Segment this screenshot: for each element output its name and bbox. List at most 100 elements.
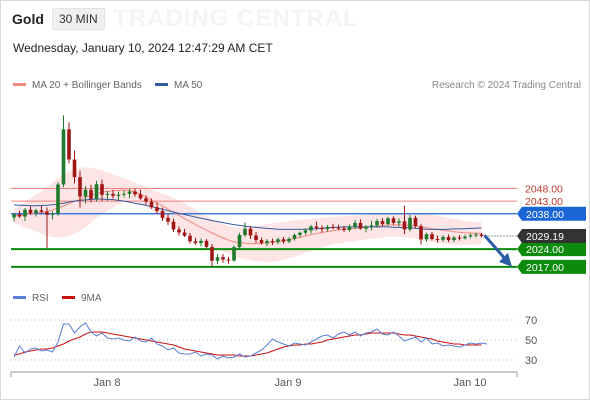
- timestamp: Wednesday, January 10, 2024 12:47:29 AM …: [13, 41, 273, 55]
- candle-body: [413, 217, 418, 227]
- forecast-arrow-head-icon: [499, 252, 512, 267]
- candle-body: [331, 226, 335, 228]
- candle-body: [199, 240, 203, 244]
- candle-body: [72, 159, 77, 178]
- candle-body: [336, 227, 341, 229]
- candle-body: [177, 229, 181, 233]
- symbol-title: Gold: [12, 11, 44, 27]
- last-price-label: 2029.19: [526, 231, 564, 243]
- candle-body: [364, 226, 368, 229]
- candle-body: [193, 241, 198, 244]
- level-tag-2017.00: [517, 259, 586, 274]
- candle-body: [105, 193, 110, 195]
- header-bar: Gold 30 MIN TRADING CENTRAL: [1, 1, 589, 35]
- rsi-9ma-line: [13, 331, 482, 357]
- legend-ma50-label: MA 50: [174, 80, 203, 91]
- candle-body: [424, 234, 429, 240]
- candle-body: [380, 221, 385, 225]
- forecast-arrow-shaft: [483, 234, 508, 261]
- candle-body: [435, 239, 440, 241]
- watermark-logo: TRADING CENTRAL: [113, 5, 359, 32]
- candle-body: [28, 209, 33, 214]
- timeframe-badge[interactable]: 30 MIN: [52, 8, 105, 30]
- candle-body: [479, 234, 484, 237]
- legend-ma20-label: MA 20 + Bollinger Bands: [32, 80, 142, 91]
- candle-body: [457, 237, 462, 239]
- level-label-2024.00: 2024.00: [526, 244, 564, 256]
- candle-body: [353, 222, 357, 227]
- candle-body: [254, 235, 258, 241]
- candle-body: [397, 221, 401, 223]
- candle-body: [12, 214, 16, 218]
- candle-body: [210, 246, 214, 261]
- candle-body: [23, 209, 27, 217]
- last-price-tag: [517, 229, 586, 244]
- candle-body: [474, 234, 478, 236]
- candle-body: [83, 189, 88, 197]
- legend-9ma: 9MA: [62, 293, 102, 304]
- candle-body: [375, 221, 379, 226]
- candle-body: [160, 210, 165, 218]
- candle-body: [39, 210, 44, 212]
- legend-ma20: MA 20 + Bollinger Bands: [13, 80, 142, 91]
- candle-body: [221, 257, 225, 260]
- candle-body: [89, 189, 93, 199]
- level-tag-2024.00: [517, 242, 586, 257]
- level-label-2017.00: 2017.00: [526, 262, 564, 274]
- candle-body: [358, 222, 363, 229]
- candle-body: [287, 238, 291, 242]
- candle-body: [452, 237, 456, 241]
- candle-body: [303, 230, 308, 233]
- candle-body: [320, 227, 324, 230]
- candle-body: [248, 228, 253, 236]
- legend-ma50: MA 50: [155, 80, 202, 91]
- candle-body: [215, 257, 220, 261]
- candle-body: [298, 232, 302, 235]
- candle-body: [325, 226, 330, 230]
- ma50-swatch-icon: [155, 82, 168, 86]
- candle-body: [463, 236, 467, 239]
- candle-body: [149, 201, 154, 208]
- rsi-tick-50: 50: [525, 335, 537, 347]
- candle-body: [166, 217, 170, 222]
- candle-body: [232, 247, 236, 261]
- candle-body: [155, 207, 159, 211]
- rsi-swatch-icon: [13, 295, 26, 299]
- candle-body: [127, 191, 132, 194]
- candle-body: [342, 228, 346, 230]
- candle-body: [402, 221, 407, 230]
- level-label-2043.00: 2043.00: [525, 196, 563, 208]
- candle-body: [419, 226, 423, 240]
- candle-body: [116, 194, 121, 196]
- candles-group: [12, 115, 484, 267]
- candle-body: [446, 237, 451, 241]
- candle-body: [144, 198, 148, 202]
- candle-body: [281, 239, 286, 242]
- candle-body: [408, 217, 412, 230]
- bollinger-band-area: [14, 167, 482, 262]
- candle-body: [270, 241, 275, 243]
- candle-body: [50, 213, 55, 215]
- candle-body: [292, 234, 297, 239]
- level-label-2048.00: 2048.00: [525, 184, 563, 196]
- candle-body: [391, 218, 396, 223]
- candle-body: [61, 129, 66, 185]
- ma9-swatch-icon: [62, 295, 75, 299]
- candle-body: [111, 193, 115, 196]
- legend-rsi-label: RSI: [32, 293, 49, 304]
- candle-body: [56, 184, 60, 214]
- level-label-2038.00: 2038.00: [526, 209, 564, 221]
- candle-body: [94, 184, 99, 199]
- candle-body: [369, 225, 374, 227]
- x-tick-label: Jan 8: [94, 377, 121, 389]
- candle-body: [259, 240, 264, 244]
- rsi-line: [13, 322, 488, 360]
- candle-body: [204, 240, 209, 247]
- candle-body: [138, 194, 143, 199]
- candle-body: [100, 184, 104, 195]
- candle-body: [122, 193, 126, 195]
- candle-body: [386, 218, 390, 225]
- x-tick-label: Jan 10: [453, 377, 486, 389]
- candle-body: [276, 239, 280, 243]
